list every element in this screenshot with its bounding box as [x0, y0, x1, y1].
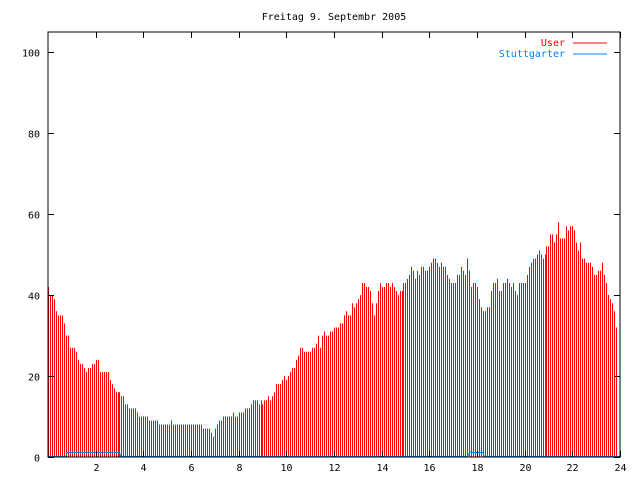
x-tick-label: 8 — [236, 463, 242, 474]
chart-title: Freitag 9. Septembr 2005 — [262, 12, 407, 23]
legend: User Stuttgarter — [499, 38, 607, 60]
x-tick-label: 18 — [471, 463, 483, 474]
y-tick-label: 20 — [28, 373, 40, 384]
y-tick-label: 100 — [22, 49, 40, 60]
x-tick-label: 22 — [566, 463, 578, 474]
y-tick-label: 60 — [28, 211, 40, 222]
x-tick-label: 14 — [376, 463, 388, 474]
x-tick-label: 16 — [423, 463, 435, 474]
y-tick-label: 0 — [34, 454, 40, 465]
legend-label-user: User — [541, 38, 565, 49]
y-tick-label: 80 — [28, 130, 40, 141]
y-tick-label: 40 — [28, 292, 40, 303]
x-tick-label: 2 — [93, 463, 99, 474]
x-tick-label: 10 — [280, 463, 292, 474]
x-tick-label: 6 — [188, 463, 194, 474]
x-tick-label: 12 — [328, 463, 340, 474]
x-tick-label: 24 — [614, 463, 626, 474]
user-impulses — [48, 222, 617, 457]
legend-label-stuttgarter: Stuttgarter — [499, 49, 565, 60]
x-tick-label: 4 — [140, 463, 146, 474]
x-tick-label: 20 — [519, 463, 531, 474]
